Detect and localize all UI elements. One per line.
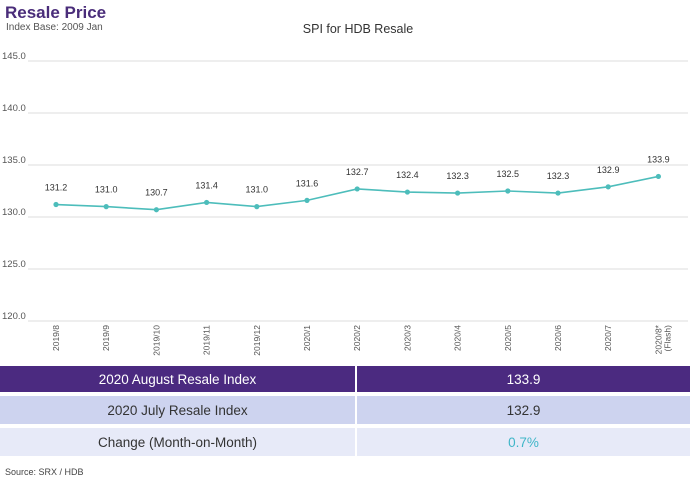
data-label: 132.4 xyxy=(396,170,419,180)
data-label: 131.6 xyxy=(296,178,319,188)
july-index-value: 132.9 xyxy=(506,402,541,418)
data-label: 133.9 xyxy=(647,154,670,164)
table-row-change: Change (Month-on-Month) 0.7% xyxy=(0,428,690,456)
data-point xyxy=(53,201,59,208)
line-chart: SPI for HDB Resale 120.0 125.0 130.0 135.0 1… xyxy=(2,22,688,356)
x-tick-label: 2020/4 xyxy=(453,325,463,351)
data-point xyxy=(103,204,109,210)
data-point xyxy=(404,189,410,195)
data-point xyxy=(555,190,561,196)
data-point xyxy=(153,207,159,213)
x-tick-label: 2019/10 xyxy=(151,325,161,356)
data-label: 131.2 xyxy=(45,183,68,193)
data-label: 132.3 xyxy=(547,171,570,181)
y-tick-label: 140.0 xyxy=(2,103,26,114)
august-index-value: 133.9 xyxy=(506,371,541,387)
x-tick-label: 2020/3 xyxy=(402,325,412,351)
change-value: 0.7% xyxy=(508,434,539,450)
table-row-july: 2020 July Resale Index 132.9 xyxy=(0,396,690,424)
table-row-august: 2020 August Resale Index 133.9 xyxy=(0,366,690,392)
x-tick-label: 2020/8*(Flash) xyxy=(653,324,672,354)
index-base-subtitle: Index Base: 2009 Jan xyxy=(6,22,103,33)
data-label: 131.0 xyxy=(246,185,269,195)
x-tick-label: 2019/12 xyxy=(252,325,262,356)
data-label: 132.9 xyxy=(597,165,620,175)
x-tick-label: 2020/6 xyxy=(553,325,563,351)
data-point xyxy=(354,186,360,192)
page-title: Resale Price xyxy=(5,3,107,22)
x-tick-label: 2020/2 xyxy=(352,325,362,351)
y-tick-label: 135.0 xyxy=(2,155,26,166)
data-label: 132.3 xyxy=(446,171,469,181)
data-label: 131.0 xyxy=(95,185,118,195)
x-tick-label: 2020/5 xyxy=(503,325,513,351)
change-label: Change (Month-on-Month) xyxy=(0,428,357,456)
data-point xyxy=(204,199,210,206)
y-tick-label: 130.0 xyxy=(2,207,26,218)
data-point xyxy=(655,173,662,180)
chart-title: SPI for HDB Resale xyxy=(303,22,414,36)
data-point xyxy=(505,188,511,194)
data-label: 132.7 xyxy=(346,167,369,177)
july-index-label: 2020 July Resale Index xyxy=(0,396,357,424)
data-point xyxy=(455,190,461,196)
data-point xyxy=(254,204,260,210)
data-label: 131.4 xyxy=(195,180,218,190)
x-tick-label: 2019/8 xyxy=(51,325,61,351)
x-tick-label: 2019/11 xyxy=(202,325,212,355)
data-point xyxy=(304,197,310,203)
source-note: Source: SRX / HDB xyxy=(5,467,84,477)
y-tick-label: 145.0 xyxy=(2,51,26,62)
august-index-label: 2020 August Resale Index xyxy=(0,366,357,392)
data-label: 132.5 xyxy=(497,169,520,179)
x-tick-label: 2019/9 xyxy=(101,325,111,351)
y-tick-label: 125.0 xyxy=(2,259,26,270)
x-tick-label: 2020/1 xyxy=(302,325,312,351)
x-tick-label: 2020/7 xyxy=(603,325,613,351)
y-tick-label: 120.0 xyxy=(2,311,26,322)
data-label: 130.7 xyxy=(145,188,168,198)
data-point xyxy=(605,184,611,190)
